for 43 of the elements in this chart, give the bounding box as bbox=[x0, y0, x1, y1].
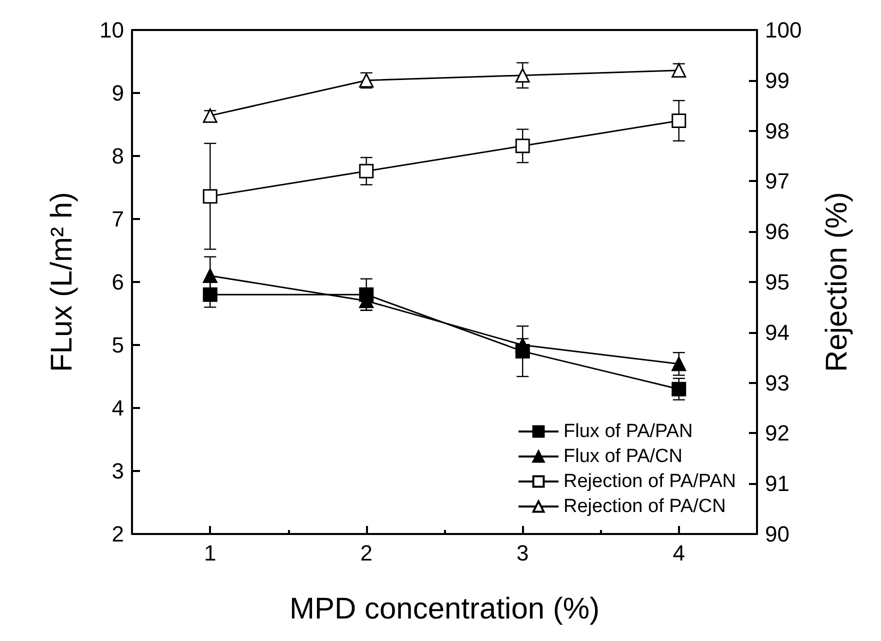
x-tick-label: 4 bbox=[672, 540, 685, 566]
legend-label: Rejection of PA/PAN bbox=[564, 471, 736, 492]
y2-tick-label: 93 bbox=[765, 370, 790, 396]
y2-tick-label: 98 bbox=[765, 118, 790, 144]
y2-axis-title: Rejection (%) bbox=[820, 192, 854, 372]
y-tick-label: 2 bbox=[112, 522, 124, 546]
point bbox=[202, 268, 218, 283]
point bbox=[202, 287, 218, 302]
y2-tick-label: 96 bbox=[765, 219, 790, 244]
y-tick-label: 6 bbox=[112, 270, 124, 294]
x-axis-title: MPD concentration (%) bbox=[289, 592, 600, 626]
y-tick-label: 5 bbox=[112, 332, 124, 358]
y2-tick-label: 100 bbox=[765, 18, 802, 42]
y2-tick-label: 92 bbox=[765, 420, 790, 446]
x-tick-label: 1 bbox=[204, 540, 216, 566]
point bbox=[672, 113, 686, 128]
y2-tick-label: 91 bbox=[765, 471, 790, 496]
y-tick-label: 10 bbox=[100, 18, 124, 42]
y-tick-label: 3 bbox=[112, 458, 124, 484]
y-axis-title: FLux (L/m² h) bbox=[46, 192, 78, 372]
y-tick-label: 4 bbox=[112, 396, 124, 420]
x-tick-label: 3 bbox=[516, 540, 529, 566]
y-tick-label: 8 bbox=[112, 144, 124, 168]
point bbox=[359, 164, 374, 178]
point bbox=[672, 356, 686, 372]
legend-label: Flux of PA/PAN bbox=[564, 421, 693, 442]
x-tick-label: 2 bbox=[360, 540, 372, 566]
y-tick-label: 9 bbox=[112, 80, 124, 106]
y2-tick-label: 99 bbox=[765, 68, 790, 93]
point bbox=[515, 138, 530, 154]
legend-label: Rejection of PA/CN bbox=[564, 496, 726, 517]
point bbox=[515, 68, 530, 83]
y-tick-label: 7 bbox=[112, 206, 124, 232]
point bbox=[515, 338, 530, 352]
y2-tick-label: 94 bbox=[765, 320, 790, 345]
y2-tick-label: 97 bbox=[765, 168, 790, 194]
y2-tick-label: 90 bbox=[765, 522, 790, 546]
point bbox=[672, 63, 686, 78]
point bbox=[202, 189, 218, 204]
point bbox=[202, 108, 218, 123]
point bbox=[672, 382, 686, 396]
legend-label: Flux of PA/CN bbox=[564, 446, 682, 467]
y2-tick-label: 95 bbox=[765, 270, 790, 294]
